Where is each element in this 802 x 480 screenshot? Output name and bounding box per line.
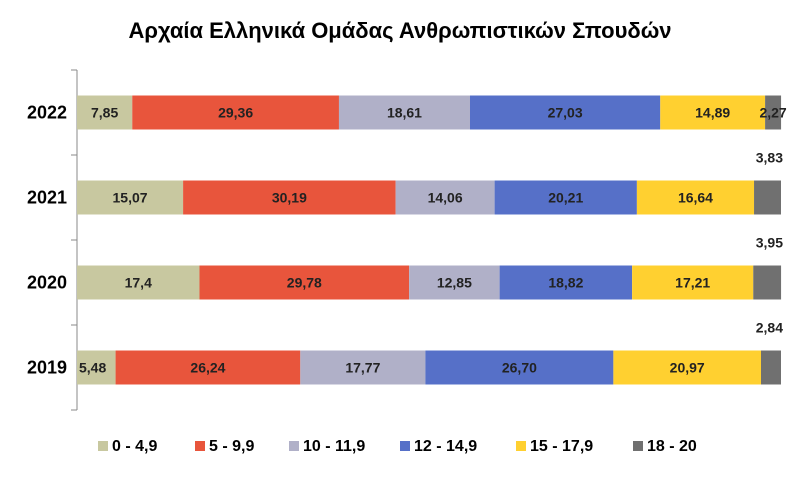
data-label: 20,21 bbox=[548, 190, 583, 206]
legend-label: 5 - 9,9 bbox=[209, 438, 254, 455]
legend-swatch bbox=[400, 441, 410, 451]
data-label: 14,06 bbox=[428, 190, 463, 206]
bar-segment bbox=[199, 265, 410, 300]
legend-label: 18 - 20 bbox=[647, 438, 697, 455]
bar-segment bbox=[613, 350, 762, 385]
data-label: 16,64 bbox=[678, 190, 713, 206]
bar-segment bbox=[77, 265, 200, 300]
data-label: 29,78 bbox=[287, 275, 322, 291]
data-label: 17,77 bbox=[345, 360, 380, 376]
data-label: 5,48 bbox=[79, 360, 106, 376]
bar-segment bbox=[425, 350, 614, 385]
bar-segment bbox=[77, 95, 133, 130]
data-label: 18,61 bbox=[387, 105, 422, 121]
data-label: 7,85 bbox=[91, 105, 118, 121]
legend-label: 12 - 14,9 bbox=[414, 438, 477, 455]
data-label: 3,83 bbox=[756, 150, 783, 166]
data-label: 26,70 bbox=[502, 360, 537, 376]
data-label: 17,4 bbox=[125, 275, 152, 291]
data-label: 27,03 bbox=[548, 105, 583, 121]
legend-label: 10 - 11,9 bbox=[303, 438, 365, 455]
chart-title: Αρχαία Ελληνικά Ομάδας Ανθρωπιστικών Σπο… bbox=[128, 18, 671, 43]
data-label: 2,84 bbox=[756, 320, 783, 336]
data-label: 2,27 bbox=[759, 105, 786, 121]
category-label: 2022 bbox=[27, 103, 67, 123]
bar-segment bbox=[632, 265, 754, 300]
data-label: 26,24 bbox=[190, 360, 225, 376]
bar-segment bbox=[765, 95, 782, 130]
legend-swatch bbox=[98, 441, 108, 451]
bars-group bbox=[77, 95, 782, 385]
bar-segment bbox=[761, 350, 781, 385]
axis-group bbox=[71, 69, 78, 411]
data-label: 12,85 bbox=[437, 275, 472, 291]
bar-segment bbox=[494, 180, 637, 215]
bar-segment bbox=[77, 180, 184, 215]
bar-segment bbox=[469, 95, 661, 130]
legend-swatch bbox=[516, 441, 526, 451]
data-label: 29,36 bbox=[218, 105, 253, 121]
legend-label: 0 - 4,9 bbox=[112, 438, 157, 455]
data-label: 17,21 bbox=[675, 275, 710, 291]
category-label: 2020 bbox=[27, 273, 67, 293]
legend-swatch bbox=[195, 441, 205, 451]
data-label: 15,07 bbox=[113, 190, 148, 206]
labels-group: 2022 7,85 29,36 18,61 27,03 14,89 2,27 2021 15,0… bbox=[27, 103, 787, 378]
bar-segment bbox=[395, 180, 495, 215]
bar-segment bbox=[132, 95, 339, 130]
data-label: 3,95 bbox=[756, 235, 783, 251]
category-label: 2019 bbox=[27, 358, 67, 378]
bar-segment bbox=[636, 180, 755, 215]
bar-segment bbox=[300, 350, 426, 385]
data-label: 14,89 bbox=[695, 105, 730, 121]
legend-label: 15 - 17,9 bbox=[530, 438, 593, 455]
bar-segment bbox=[499, 265, 633, 300]
bar-segment bbox=[338, 95, 470, 130]
legend-swatch bbox=[289, 441, 299, 451]
data-label: 18,82 bbox=[548, 275, 583, 291]
data-label: 30,19 bbox=[272, 190, 307, 206]
legend-swatch bbox=[633, 441, 643, 451]
data-label: 20,97 bbox=[670, 360, 705, 376]
bar-segment bbox=[753, 265, 782, 300]
bar-segment bbox=[115, 350, 301, 385]
category-label: 2021 bbox=[27, 188, 67, 208]
bar-segment bbox=[754, 180, 781, 215]
bar-segment bbox=[409, 265, 500, 300]
bar-segment bbox=[77, 350, 116, 385]
bar-segment bbox=[183, 180, 396, 215]
bar-segment bbox=[660, 95, 766, 130]
legend-group: 0 - 4,9 5 - 9,9 10 - 11,9 12 - 14,9 15 - 17,… bbox=[98, 438, 697, 455]
